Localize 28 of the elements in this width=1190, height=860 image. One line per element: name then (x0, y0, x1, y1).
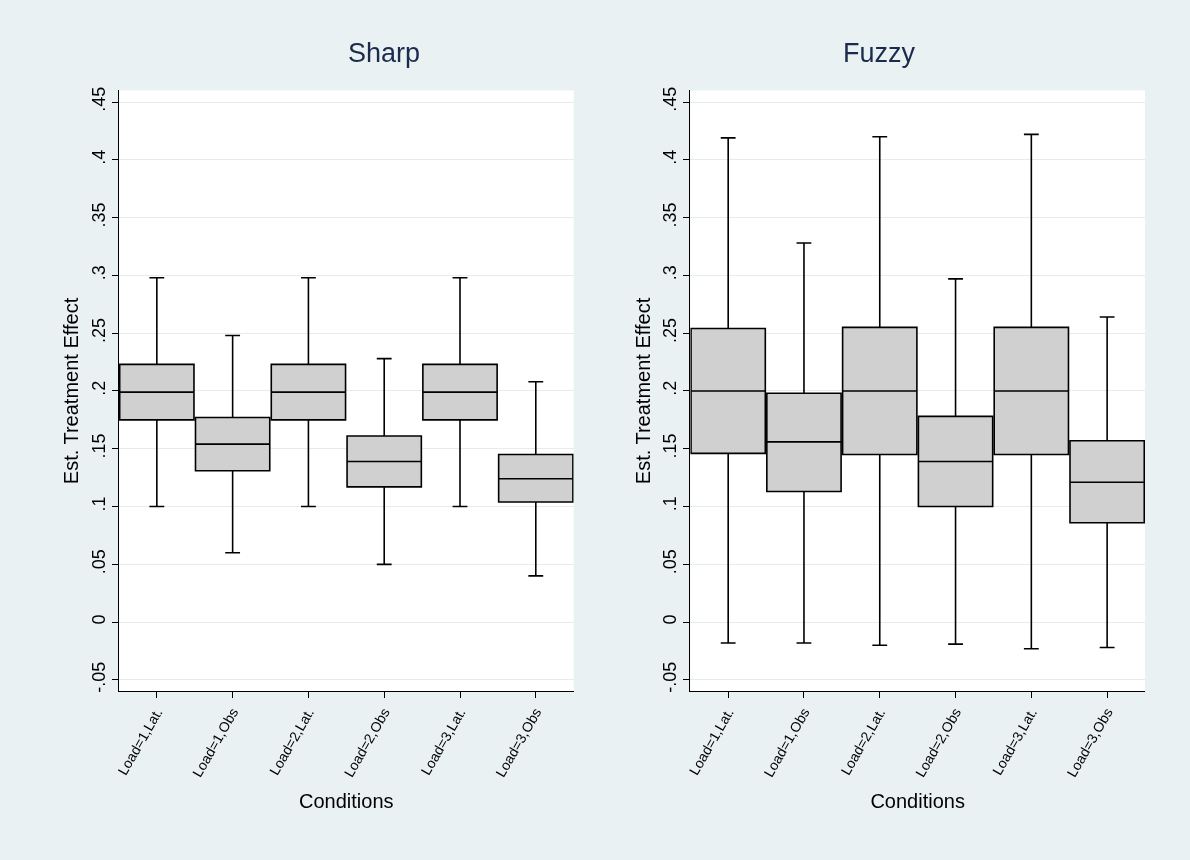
y-tick-label: .25 (660, 317, 681, 343)
y-tick-label: .4 (88, 149, 109, 165)
y-tick-label: .3 (88, 265, 109, 281)
y-tick-label: .45 (660, 86, 681, 112)
y-tick-label: .15 (660, 433, 681, 459)
y-tick-label: .1 (88, 496, 109, 512)
y-tick-label: 0 (88, 614, 109, 625)
x-axis-title: Conditions (870, 790, 965, 813)
y-tick-label: -.05 (88, 661, 109, 693)
y-tick-label: .4 (660, 149, 681, 165)
y-axis-title: Est. Treatment Effect (631, 297, 654, 485)
y-tick-label: .1 (660, 496, 681, 512)
y-tick-label: -.05 (660, 661, 681, 693)
y-tick-label: .45 (88, 86, 109, 112)
x-axis-title: Conditions (299, 790, 394, 813)
y-tick-label: .15 (88, 433, 109, 459)
y-axis-title: Est. Treatment Effect (60, 297, 83, 485)
y-tick-label: .05 (88, 549, 109, 575)
y-tick-label: .2 (88, 380, 109, 396)
y-tick-label: .25 (88, 317, 109, 343)
y-tick-label: .3 (660, 265, 681, 281)
chart-title: Sharp (348, 38, 421, 68)
y-tick-label: .05 (660, 549, 681, 575)
y-tick-label: .2 (660, 380, 681, 396)
chart-title: Fuzzy (843, 38, 916, 68)
y-tick-label: .35 (660, 202, 681, 228)
y-tick-label: .35 (88, 202, 109, 228)
y-tick-label: 0 (660, 614, 681, 625)
